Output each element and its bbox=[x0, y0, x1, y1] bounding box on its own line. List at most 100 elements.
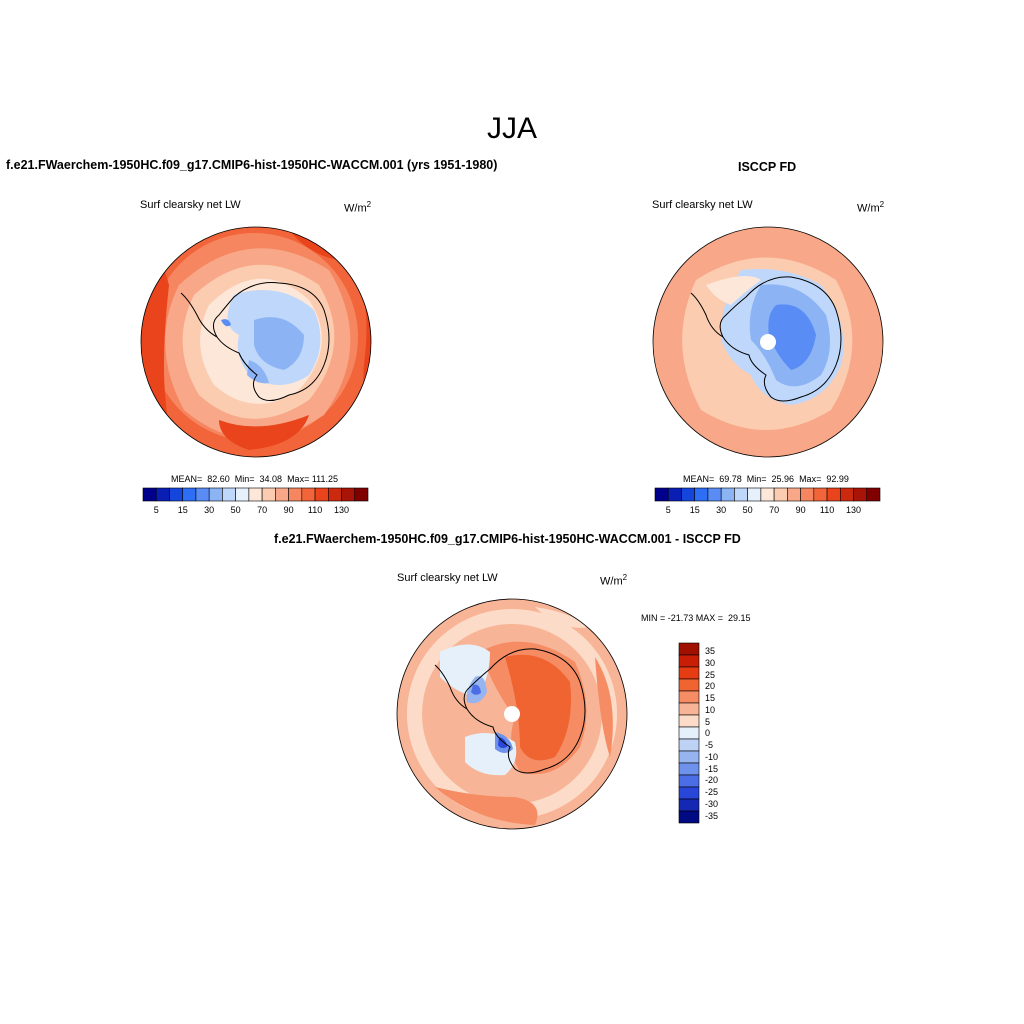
colorbar-tick-label: 5 bbox=[705, 716, 711, 727]
panel2-polar-map bbox=[652, 226, 884, 458]
colorbar-swatch bbox=[720, 487, 735, 502]
colorbar-swatch bbox=[681, 487, 696, 502]
colorbar-swatch bbox=[301, 487, 316, 502]
colorbar-tick-label: 15 bbox=[689, 505, 700, 515]
colorbar-swatch bbox=[288, 487, 303, 502]
panel2-units: W/m2 bbox=[857, 200, 885, 215]
colorbar-tick-label: 5 bbox=[665, 505, 671, 515]
colorbar-tick-label: 20 bbox=[705, 681, 716, 692]
colorbar-tick-label: -5 bbox=[705, 740, 714, 751]
colorbar-tick-label: -10 bbox=[705, 751, 719, 762]
colorbar-swatch bbox=[182, 487, 197, 502]
panel1-variable-label: Surf clearsky net LW bbox=[140, 199, 241, 211]
colorbar-tick-label: 70 bbox=[769, 505, 780, 515]
colorbar-tick-label: 0 bbox=[705, 728, 711, 739]
colorbar-tick-label: 50 bbox=[742, 505, 753, 515]
colorbar-swatch bbox=[654, 487, 669, 502]
colorbar-swatch bbox=[747, 487, 762, 502]
colorbar-swatch bbox=[678, 750, 700, 764]
colorbar-swatch bbox=[678, 654, 700, 668]
colorbar-swatch bbox=[760, 487, 775, 502]
colorbar-swatch bbox=[235, 487, 250, 502]
panel2-variable-label: Surf clearsky net LW bbox=[652, 199, 753, 211]
colorbar-swatch bbox=[787, 487, 801, 502]
colorbar-swatch bbox=[142, 487, 157, 502]
colorbar-swatch bbox=[248, 487, 263, 502]
colorbar-tick-label: 30 bbox=[716, 505, 727, 515]
panel3-stats: MIN = -21.73 MAX = 29.15 bbox=[641, 613, 751, 623]
colorbar-swatch bbox=[678, 642, 700, 656]
colorbar-tick-label: 130 bbox=[334, 505, 350, 515]
colorbar-tick-label: 15 bbox=[705, 693, 716, 704]
colorbar-swatch bbox=[678, 702, 700, 716]
panel1-stats: MEAN= 82.60 Min= 34.08 Max= 111.25 bbox=[171, 474, 339, 484]
colorbar-swatch bbox=[826, 487, 841, 502]
panel1-colorbar-ticks: 5 15 30 50 70 90 110 130 bbox=[143, 505, 368, 517]
colorbar-swatch bbox=[678, 738, 700, 752]
colorbar-swatch bbox=[839, 487, 854, 502]
colorbar-tick-label: 50 bbox=[230, 505, 241, 515]
panel1-case-title: f.e21.FWaerchem-1950HC.f09_g17.CMIP6-his… bbox=[6, 158, 498, 172]
colorbar-swatch bbox=[667, 487, 682, 502]
colorbar-tick-label: -30 bbox=[705, 798, 719, 809]
colorbar-swatch bbox=[327, 487, 342, 502]
colorbar-tick-label: 15 bbox=[177, 505, 188, 515]
colorbar-swatch bbox=[866, 487, 881, 502]
colorbar-swatch bbox=[261, 487, 276, 502]
colorbar-swatch bbox=[773, 487, 788, 502]
colorbar-swatch bbox=[678, 810, 700, 824]
panel2-colorbar-ticks: 5 15 30 50 70 90 110 130 bbox=[655, 505, 880, 517]
colorbar-tick-label: -15 bbox=[705, 763, 719, 774]
colorbar-swatch bbox=[341, 487, 356, 502]
colorbar-tick-label: 35 bbox=[705, 646, 716, 656]
colorbar-swatch bbox=[707, 487, 722, 502]
colorbar-swatch bbox=[275, 487, 289, 502]
colorbar-swatch bbox=[678, 798, 700, 812]
colorbar-tick-label: -20 bbox=[705, 775, 719, 786]
panel3-variable-label: Surf clearsky net LW bbox=[397, 572, 498, 584]
panel3-case-title: f.e21.FWaerchem-1950HC.f09_g17.CMIP6-his… bbox=[274, 532, 741, 546]
colorbar-tick-label: 90 bbox=[283, 505, 294, 515]
colorbar-swatch bbox=[678, 666, 700, 680]
colorbar-swatch bbox=[208, 487, 223, 502]
colorbar-swatch bbox=[354, 487, 369, 502]
colorbar-tick-label: 5 bbox=[153, 505, 159, 515]
colorbar-tick-label: 70 bbox=[257, 505, 268, 515]
colorbar-swatch bbox=[734, 487, 748, 502]
colorbar-swatch bbox=[678, 774, 700, 788]
colorbar-swatch bbox=[678, 786, 700, 800]
colorbar-swatch bbox=[678, 678, 700, 692]
colorbar-tick-label: 130 bbox=[846, 505, 862, 515]
colorbar-tick-label: 110 bbox=[819, 505, 835, 515]
colorbar-tick-label: 110 bbox=[307, 505, 323, 515]
colorbar-swatch bbox=[222, 487, 236, 502]
colorbar-swatch bbox=[853, 487, 868, 502]
colorbar-swatch bbox=[694, 487, 709, 502]
colorbar-tick-label: 10 bbox=[705, 704, 716, 715]
colorbar-swatch bbox=[155, 487, 170, 502]
panel1-units: W/m2 bbox=[344, 200, 372, 215]
colorbar-tick-label: 25 bbox=[705, 669, 716, 680]
colorbar-tick-label: 90 bbox=[795, 505, 806, 515]
panel2-stats: MEAN= 69.78 Min= 25.96 Max= 92.99 bbox=[683, 474, 849, 484]
colorbar-tick-label: -35 bbox=[705, 810, 719, 821]
colorbar-tick-label: 30 bbox=[705, 657, 716, 668]
colorbar-swatch bbox=[169, 487, 184, 502]
panel1-polar-map bbox=[140, 226, 372, 458]
colorbar-swatch bbox=[678, 726, 700, 740]
panel3-colorbar bbox=[678, 642, 700, 824]
panel3-colorbar-ticks: 35 30 25 20 15 10 5 0 -5 -10 -15 -20 -25 -30 -35 bbox=[705, 643, 735, 823]
colorbar-swatch bbox=[678, 690, 700, 704]
colorbar-swatch bbox=[195, 487, 210, 502]
panel1-colorbar bbox=[142, 487, 369, 502]
panel3-units: W/m2 bbox=[600, 573, 628, 588]
colorbar-tick-label: 30 bbox=[204, 505, 215, 515]
panel2-colorbar bbox=[654, 487, 881, 502]
panel3-polar-map bbox=[396, 598, 628, 830]
colorbar-swatch bbox=[314, 487, 329, 502]
colorbar-swatch bbox=[800, 487, 815, 502]
colorbar-swatch bbox=[813, 487, 828, 502]
colorbar-tick-label: -25 bbox=[705, 787, 719, 798]
colorbar-swatch bbox=[678, 714, 700, 728]
page-title: JJA bbox=[486, 112, 537, 145]
